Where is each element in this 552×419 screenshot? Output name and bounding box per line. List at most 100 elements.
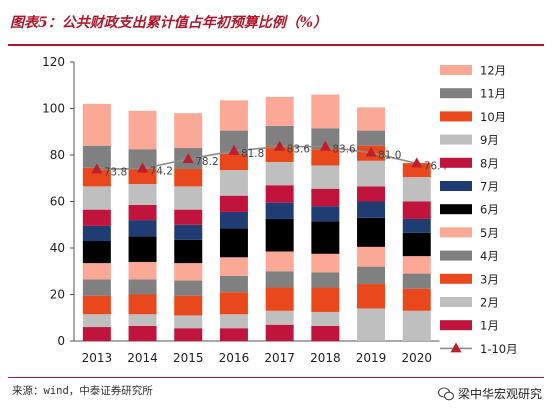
watermark-text: 梁中华宏观研究 — [457, 387, 542, 401]
bar-segment — [128, 220, 157, 237]
bar-segment — [174, 168, 203, 187]
legend-label: 10月 — [480, 110, 506, 124]
legend-swatch — [440, 320, 472, 331]
legend-swatch — [440, 273, 472, 284]
source-note: 来源：wind，中泰证券研究所 — [12, 385, 153, 397]
bar-segment — [82, 295, 111, 315]
bar-segment — [128, 204, 157, 221]
bar-segment — [311, 149, 340, 166]
bar-segment — [357, 186, 386, 202]
bar-segment — [82, 241, 111, 264]
bar-segment — [265, 271, 294, 288]
x-tick-label: 2015 — [173, 351, 204, 365]
bar-segment — [219, 195, 248, 212]
bar-segment — [219, 130, 248, 154]
bar-segment — [128, 110, 157, 150]
x-tick-label: 2018 — [310, 351, 341, 365]
bar-segment — [128, 314, 157, 326]
bar-segment — [128, 168, 157, 185]
bar-segment — [82, 186, 111, 210]
bar-segment — [311, 253, 340, 273]
bar-segment — [219, 275, 248, 293]
bar-segment — [219, 314, 248, 329]
x-tick-label: 2016 — [219, 351, 250, 365]
bar-segment — [174, 239, 203, 264]
bar-segment — [219, 257, 248, 276]
data-label: 73.8 — [104, 166, 127, 178]
line-point-marker — [365, 146, 377, 157]
legend-swatch — [440, 88, 472, 99]
legend-label: 3月 — [480, 272, 499, 286]
y-tick-label: 0 — [57, 334, 65, 348]
bar-segment — [402, 201, 431, 219]
legend-swatch — [440, 250, 472, 261]
bar-segment — [174, 263, 203, 281]
bar-segment — [174, 280, 203, 296]
watermark: 梁中华宏观研究 — [437, 385, 542, 402]
bar-segment — [265, 145, 294, 162]
bar-segment — [265, 96, 294, 126]
bar-segment — [357, 217, 386, 247]
legend-label: 1月 — [480, 319, 499, 333]
bar-segment — [357, 107, 386, 131]
y-tick-label: 100 — [42, 102, 65, 116]
bar-segment — [357, 130, 386, 146]
bar-segment — [311, 94, 340, 129]
legend-swatch — [440, 157, 472, 168]
bar-segment — [82, 263, 111, 280]
bar-segment — [357, 160, 386, 187]
bar-segment — [311, 221, 340, 254]
bar-segment — [174, 224, 203, 240]
bar-segment — [311, 287, 340, 312]
legend-label: 9月 — [480, 133, 499, 147]
bar-segment — [82, 209, 111, 226]
bar-segment — [357, 246, 386, 267]
bar-segment — [219, 328, 248, 341]
bar-segment — [219, 228, 248, 258]
x-tick-label: 2019 — [356, 351, 387, 365]
bar-segment — [265, 161, 294, 186]
bar-segment — [82, 225, 111, 242]
bar-segment — [219, 153, 248, 171]
y-tick-label: 40 — [50, 241, 65, 255]
legend-line-marker — [450, 342, 462, 353]
bar-segment — [265, 185, 294, 203]
bar-segment — [357, 266, 386, 285]
legend-swatch — [440, 65, 472, 75]
legend-swatch — [440, 204, 472, 215]
legend-label: 11月 — [480, 87, 506, 101]
footer-rule — [8, 377, 544, 378]
y-tick-label: 60 — [50, 195, 65, 209]
bar-segment — [265, 310, 294, 325]
bar-segment — [128, 261, 157, 280]
bar-segment — [311, 311, 340, 326]
line-point-marker — [137, 162, 149, 173]
title-rule — [8, 44, 544, 46]
legend-label: 8月 — [480, 156, 499, 170]
x-tick-label: 2020 — [401, 351, 432, 365]
line-point-marker — [228, 144, 240, 155]
legend-label: 6月 — [480, 203, 499, 217]
bar-segment — [311, 165, 340, 189]
bar-segment — [402, 177, 431, 202]
bar-segment — [402, 218, 431, 233]
bar-segment — [219, 100, 248, 131]
x-tick-label: 2013 — [82, 351, 113, 365]
y-tick-label: 120 — [42, 55, 65, 69]
bar-segment — [402, 310, 431, 341]
bar-segment — [311, 272, 340, 288]
data-label: 81.8 — [241, 148, 264, 160]
line-series — [96, 145, 417, 171]
bar-segment — [174, 209, 203, 225]
bar-segment — [219, 292, 248, 315]
line-point-marker — [274, 140, 286, 151]
bar-segment — [402, 256, 431, 274]
legend-label: 2月 — [480, 296, 499, 310]
bar-segment — [82, 314, 111, 328]
bar-segment — [265, 125, 294, 146]
bar-segment — [311, 188, 340, 207]
y-tick-label: 80 — [50, 148, 65, 162]
data-label: 74.2 — [150, 165, 173, 177]
bar-segment — [128, 294, 157, 315]
bar-segment — [128, 325, 157, 341]
